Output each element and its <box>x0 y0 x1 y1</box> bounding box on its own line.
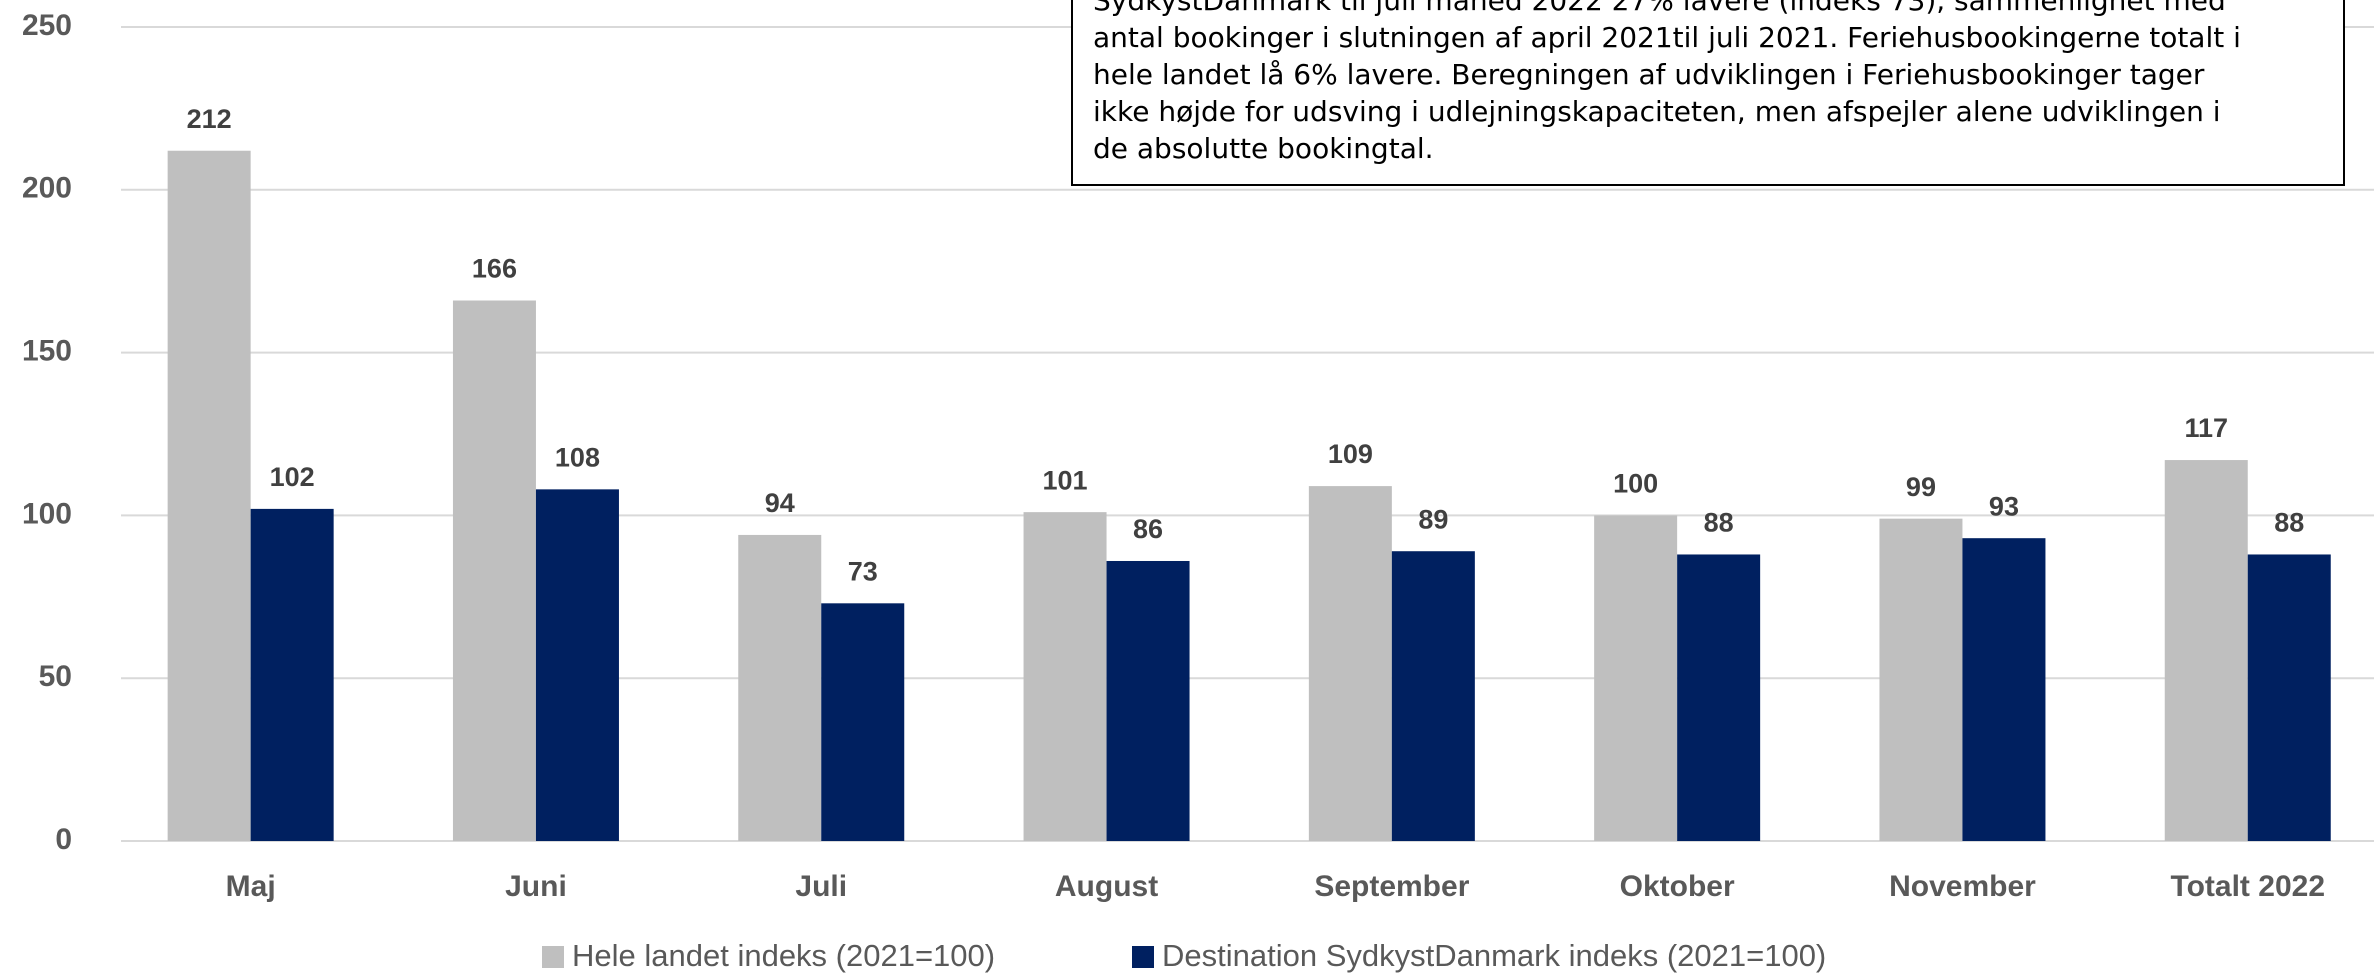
bar <box>1106 560 1190 841</box>
value-label: 88 <box>1704 508 1734 538</box>
legend-label: Destination SydkystDanmark indeks (2021=… <box>1162 938 1826 973</box>
value-label: 86 <box>1133 514 1163 544</box>
value-label: 99 <box>1906 472 1936 502</box>
value-label: 166 <box>472 254 517 284</box>
legend-label: Hele landet indeks (2021=100) <box>572 938 995 973</box>
annotation-line: antal bookinger i slutningen af april 20… <box>1093 21 2241 54</box>
x-tick-label: November <box>1889 870 2036 903</box>
value-label: 94 <box>765 488 795 518</box>
x-tick-label: Totalt 2022 <box>2171 870 2326 903</box>
bar <box>1677 554 1761 841</box>
y-tick-label: 250 <box>22 9 72 42</box>
x-tick-label: Oktober <box>1620 870 1735 903</box>
y-tick-label: 50 <box>39 660 72 693</box>
value-label: 102 <box>270 462 315 492</box>
x-tick-label: September <box>1314 870 1469 903</box>
bar <box>1594 515 1678 841</box>
bar <box>2247 554 2331 841</box>
bar <box>821 603 905 841</box>
x-tick-label: August <box>1055 870 1158 903</box>
y-tick-label: 200 <box>22 172 72 205</box>
legend-swatch <box>542 946 564 968</box>
value-label: 88 <box>2274 508 2304 538</box>
annotation-line: SydkystDanmark til juli måned 2022 27% l… <box>1093 0 2226 17</box>
value-label: 89 <box>1418 504 1448 534</box>
x-tick-label: Juli <box>795 870 847 903</box>
bar <box>1023 512 1107 841</box>
value-label: 100 <box>1613 469 1658 499</box>
value-label: 109 <box>1328 439 1373 469</box>
bar <box>1879 518 1963 841</box>
annotation-box <box>1071 0 2345 186</box>
value-label: 101 <box>1043 465 1088 495</box>
bar <box>250 508 334 841</box>
annotation-line: ikke højde for udsving i udlejningskapac… <box>1093 95 2221 128</box>
x-tick-label: Maj <box>226 870 276 903</box>
legend-swatch <box>1132 946 1154 968</box>
bar <box>452 300 536 841</box>
x-tick-label: Juni <box>505 870 567 903</box>
y-tick-label: 100 <box>22 497 72 530</box>
y-tick-label: 0 <box>55 823 72 856</box>
value-label: 93 <box>1989 491 2019 521</box>
bar <box>1308 486 1392 841</box>
y-tick-label: 150 <box>22 335 72 368</box>
bar <box>1962 538 2046 841</box>
value-label: 108 <box>555 442 600 472</box>
bar <box>167 150 251 841</box>
annotation-line: hele landet lå 6% lavere. Beregningen af… <box>1093 58 2205 91</box>
plot: 0 50 100 150 200 250 Maj 212 102 Juni 166 108 Juli 94… <box>22 9 2374 973</box>
value-label: 212 <box>187 104 232 134</box>
bar <box>738 534 822 841</box>
bar <box>1391 551 1475 841</box>
bar <box>2164 460 2248 841</box>
bar <box>535 489 619 841</box>
annotation-line: de absolutte bookingtal. <box>1093 132 1434 165</box>
value-label: 117 <box>2184 413 2228 443</box>
value-label: 73 <box>848 556 878 586</box>
